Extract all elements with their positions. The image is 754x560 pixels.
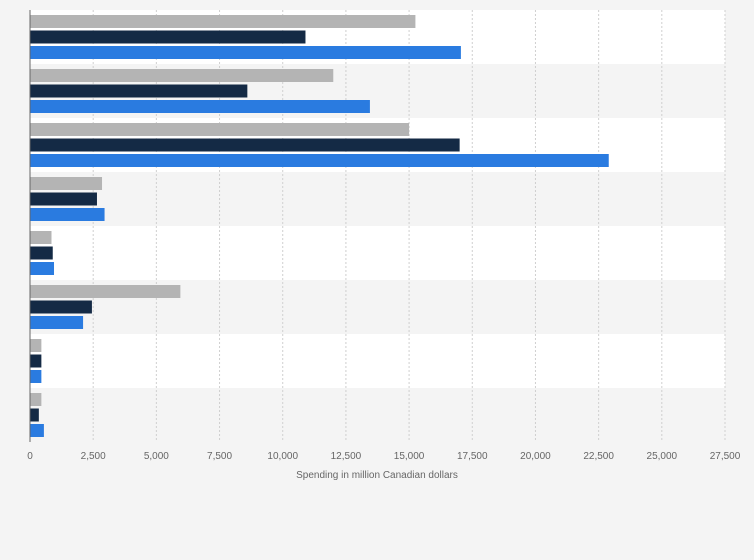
x-axis-title: Spending in million Canadian dollars xyxy=(296,470,458,481)
bar xyxy=(30,100,370,113)
bar xyxy=(30,246,53,260)
bar xyxy=(30,393,42,406)
x-tick-label: 15,000 xyxy=(394,451,425,462)
bar xyxy=(30,300,92,314)
bar xyxy=(30,30,306,44)
bar xyxy=(30,316,84,329)
x-tick-label: 7,500 xyxy=(207,451,232,462)
x-tick-label: 10,000 xyxy=(267,451,298,462)
bar xyxy=(30,69,334,82)
bar xyxy=(30,370,42,383)
row-band xyxy=(30,172,725,226)
x-tick-label: 12,500 xyxy=(331,451,362,462)
x-tick-label: 0 xyxy=(27,451,33,462)
bar xyxy=(30,285,181,298)
x-tick-label: 17,500 xyxy=(457,451,488,462)
x-tick-label: 2,500 xyxy=(81,451,106,462)
bar xyxy=(30,231,52,244)
x-tick-labels: 0 2,500 5,000 7,500 10,000 12,500 15,000 17,500… xyxy=(27,451,741,462)
bar xyxy=(30,46,461,59)
x-tick-label: 20,000 xyxy=(520,451,551,462)
bar xyxy=(30,339,42,352)
bars xyxy=(30,15,609,437)
x-tick-label: 27,500 xyxy=(710,451,741,462)
bar xyxy=(30,138,460,152)
bar xyxy=(30,192,97,206)
bar xyxy=(30,154,609,167)
bar xyxy=(30,123,410,136)
bar xyxy=(30,84,248,98)
bar xyxy=(30,424,44,437)
x-tick-label: 5,000 xyxy=(144,451,169,462)
bar xyxy=(30,262,55,275)
x-tick-label: 22,500 xyxy=(583,451,614,462)
bar xyxy=(30,408,39,422)
bar xyxy=(30,208,105,221)
bar xyxy=(30,354,42,368)
bar xyxy=(30,15,416,28)
x-tick-label: 25,000 xyxy=(647,451,678,462)
row-band xyxy=(30,388,725,442)
bar xyxy=(30,177,103,190)
row-bands xyxy=(30,64,725,442)
